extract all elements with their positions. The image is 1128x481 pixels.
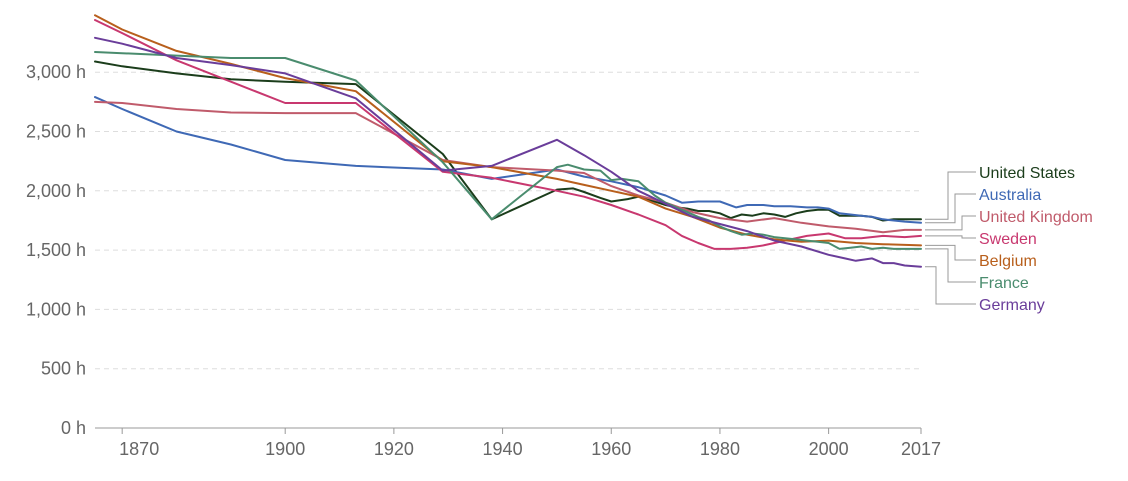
legend-label-france: France	[979, 275, 1029, 292]
x-tick-label: 1960	[591, 439, 631, 459]
x-tick-label: 2017	[901, 439, 941, 459]
legend-connector-australia	[925, 193, 976, 224]
y-tick-label: 0 h	[61, 418, 86, 438]
x-tick-label: 1870	[119, 439, 159, 459]
legend-label-germany: Germany	[979, 297, 1045, 314]
y-tick-label: 3,000 h	[26, 62, 86, 82]
legend-label-united-states: United States	[979, 165, 1075, 182]
legend-connector-sweden	[925, 235, 976, 239]
legend-connector-belgium	[925, 244, 976, 261]
y-tick-label: 1,000 h	[26, 299, 86, 319]
x-tick-label: 1900	[265, 439, 305, 459]
legend-connector-united-kingdom	[925, 215, 976, 231]
gridlines	[95, 71, 921, 370]
series-lines	[94, 14, 922, 268]
y-tick-label: 1,500 h	[26, 240, 86, 260]
y-tick-label: 2,000 h	[26, 181, 86, 201]
legend-label-sweden: Sweden	[979, 231, 1037, 248]
legend-connector-germany	[925, 266, 976, 305]
series-line-sweden	[94, 19, 922, 250]
legend-connector-united-states	[925, 171, 976, 220]
legend: United States Australia United Kingdom Swed…	[925, 165, 1093, 314]
legend-connector-france	[925, 248, 976, 283]
y-tick-label: 500 h	[41, 359, 86, 379]
x-tick-label: 2000	[809, 439, 849, 459]
x-tick-label: 1920	[374, 439, 414, 459]
legend-label-united-kingdom: United Kingdom	[979, 209, 1093, 226]
x-axis: 1870 1900 1920 1940 1960 1980 2000 2017	[95, 427, 941, 459]
legend-label-belgium: Belgium	[979, 253, 1037, 270]
legend-label-australia: Australia	[979, 187, 1041, 204]
series-line-australia	[94, 96, 922, 224]
y-tick-label: 2,500 h	[26, 122, 86, 142]
series-line-germany	[94, 36, 922, 268]
series-line-united-states	[94, 60, 922, 222]
x-tick-label: 1940	[483, 439, 523, 459]
y-axis: 0 h 500 h 1,000 h 1,500 h 2,000 h 2,500 h 3,00…	[26, 62, 86, 438]
x-tick-label: 1980	[700, 439, 740, 459]
series-line-france	[94, 51, 922, 250]
series-line-united-kingdom	[94, 100, 922, 234]
